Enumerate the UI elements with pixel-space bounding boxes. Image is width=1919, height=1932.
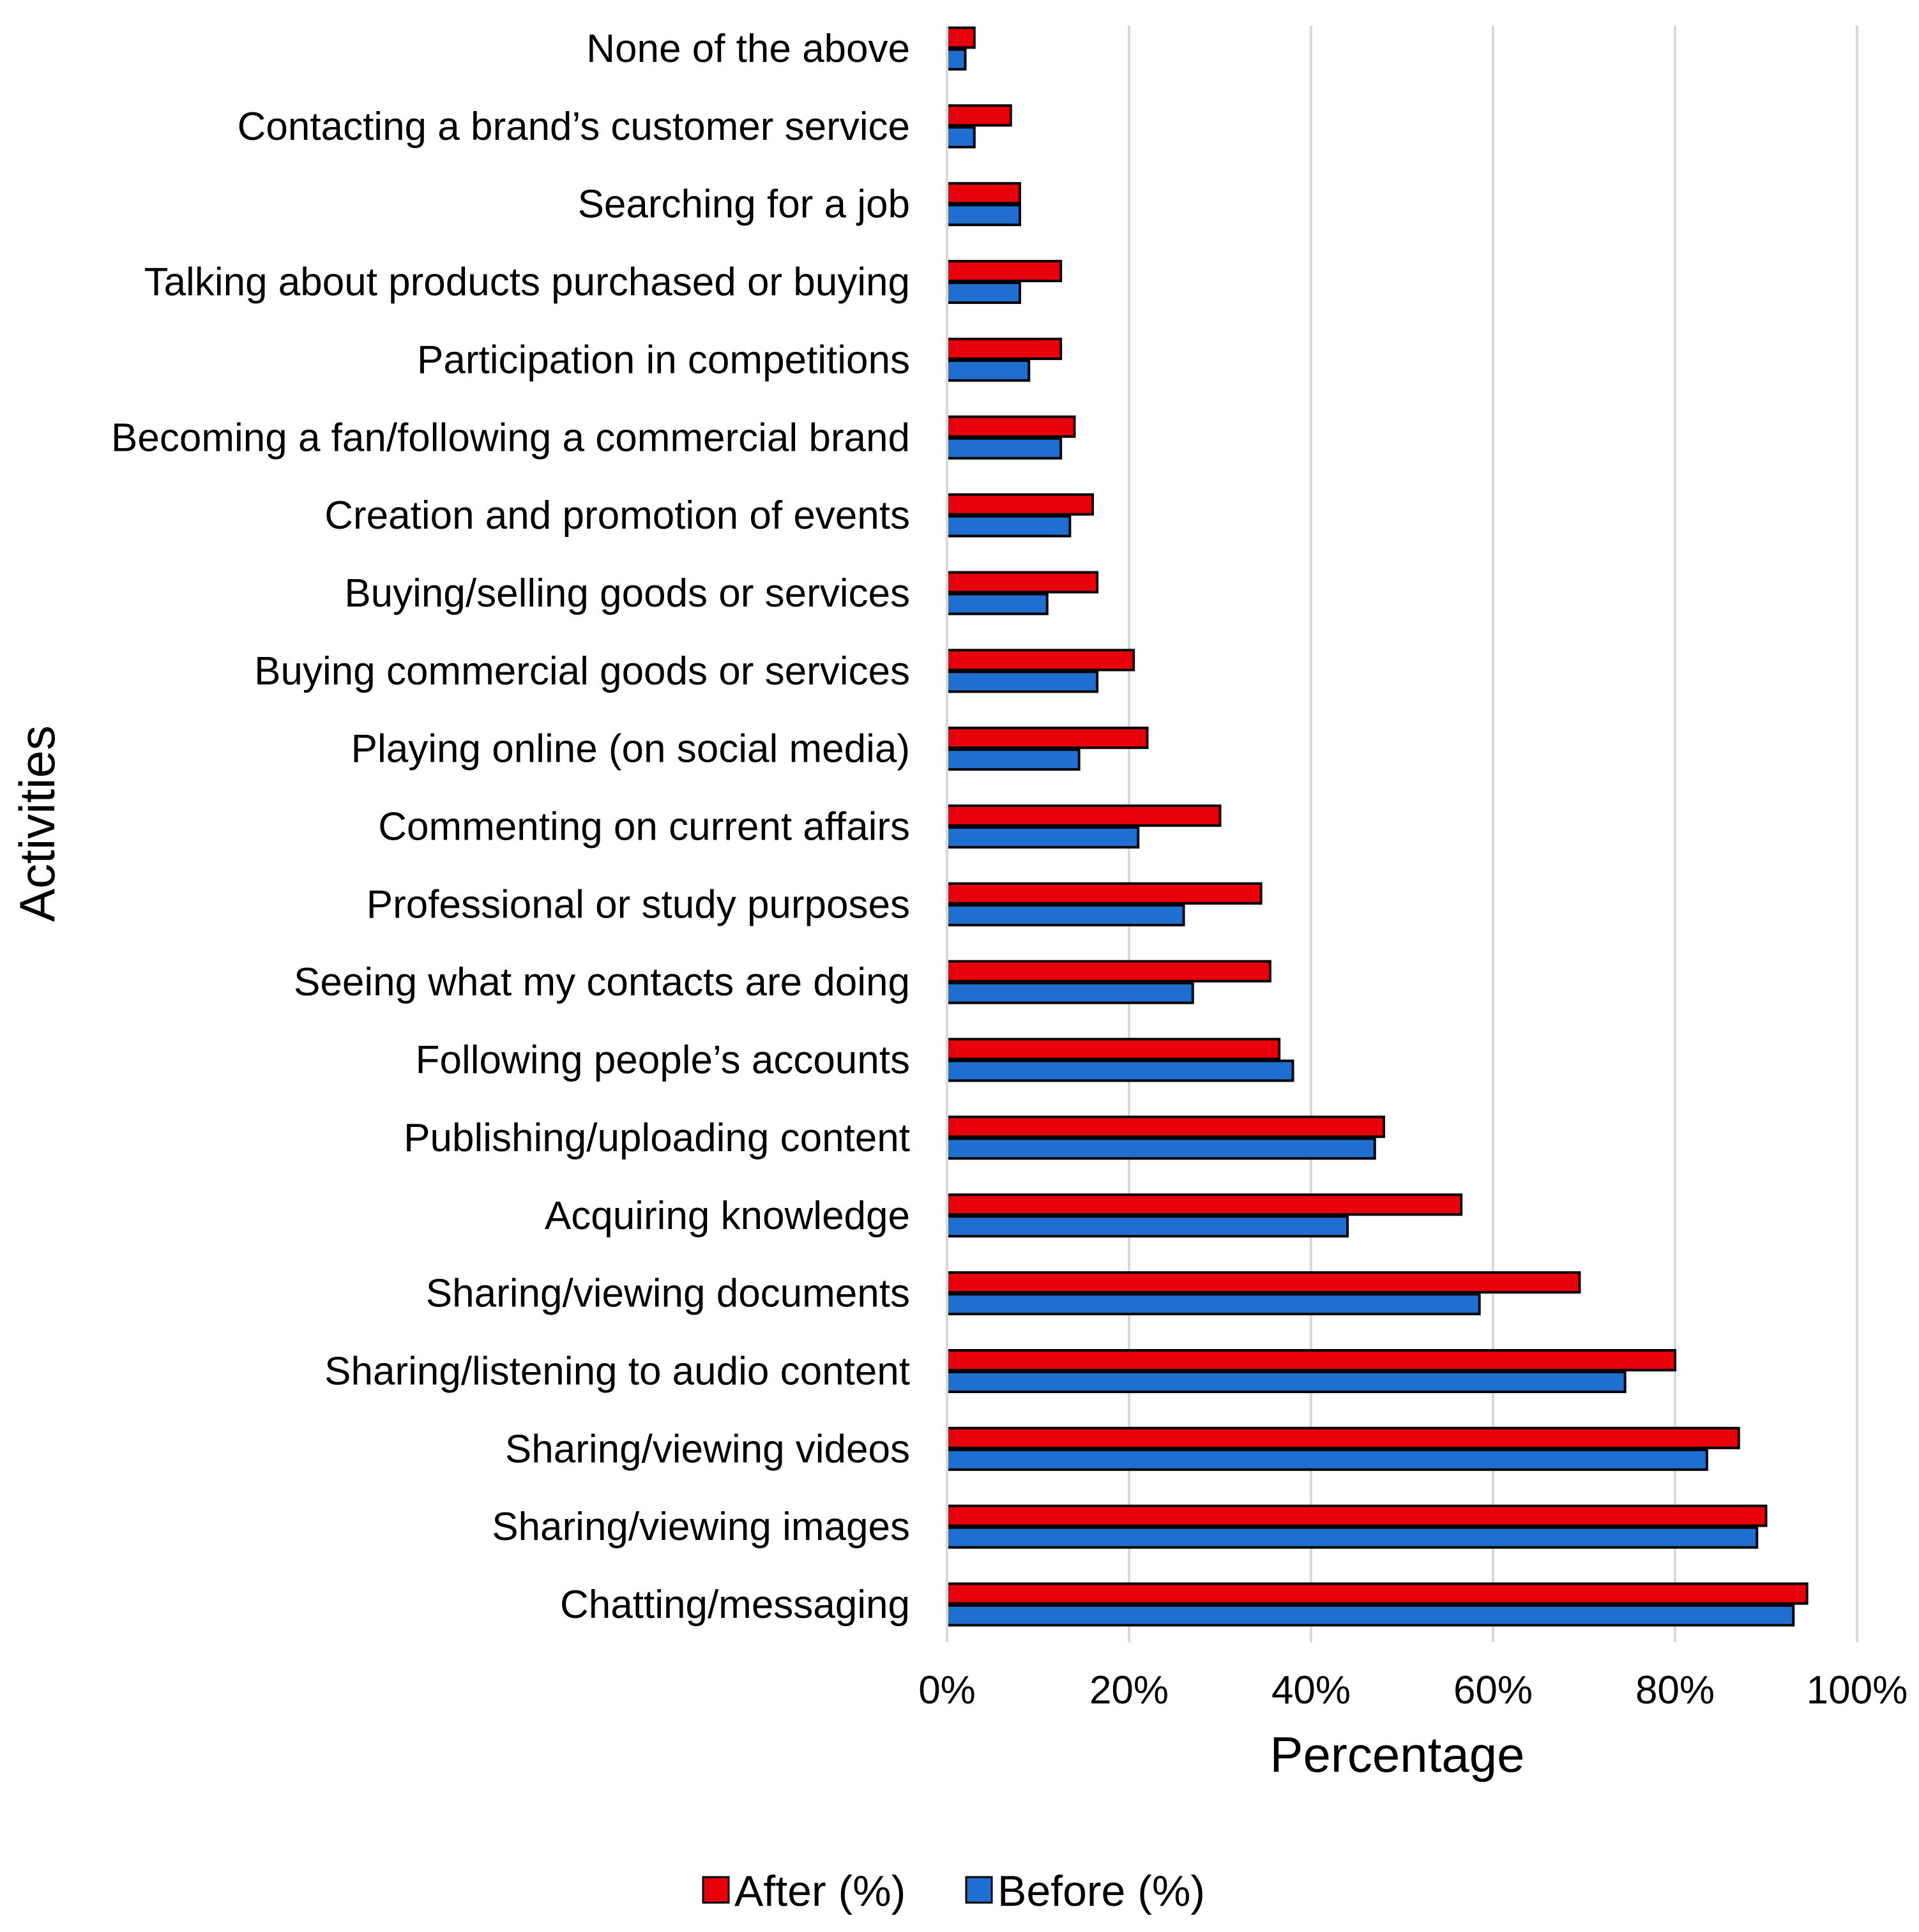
category-label-2: Searching for a job	[578, 183, 910, 227]
bar-after-17	[946, 1348, 1676, 1371]
bar-before-17	[946, 1370, 1627, 1393]
legend-swatch-after	[702, 1876, 730, 1904]
bar-after-7	[946, 571, 1099, 594]
category-label-8: Buying commercial goods or services	[254, 649, 910, 693]
bar-after-1	[946, 104, 1012, 127]
gridlines	[1128, 26, 1858, 1642]
bar-before-14	[946, 1137, 1376, 1160]
bar-before-6	[946, 515, 1072, 538]
bar-after-18	[946, 1426, 1740, 1449]
category-label-18: Sharing/viewing videos	[505, 1427, 910, 1471]
legend-label-after: After (%)	[734, 1867, 906, 1915]
bars	[946, 26, 1809, 1627]
bar-after-19	[946, 1504, 1768, 1527]
legend-label-before: Before (%)	[997, 1867, 1205, 1915]
bar-after-13	[946, 1038, 1281, 1060]
legend-swatch-before	[965, 1876, 993, 1904]
bar-after-5	[946, 415, 1076, 438]
bar-before-9	[946, 748, 1081, 771]
x-axis-title: Percentage	[1270, 1726, 1525, 1783]
bar-before-11	[946, 903, 1185, 926]
bar-before-0	[946, 48, 967, 71]
category-label-9: Playing online (on social media)	[351, 727, 910, 771]
bar-before-15	[946, 1215, 1349, 1238]
category-label-14: Publishing/uploading content	[404, 1116, 910, 1160]
category-label-5: Becoming a fan/following a commercial br…	[111, 416, 910, 460]
category-label-16: Sharing/viewing documents	[426, 1272, 910, 1316]
bar-after-8	[946, 649, 1135, 672]
bar-before-4	[946, 359, 1031, 382]
bar-before-19	[946, 1526, 1759, 1549]
bar-before-2	[946, 204, 1021, 227]
bar-after-11	[946, 882, 1263, 905]
bar-after-20	[946, 1582, 1809, 1605]
bar-after-0	[946, 26, 976, 49]
category-label-0: None of the above	[586, 27, 910, 71]
category-label-15: Acquiring knowledge	[545, 1194, 910, 1238]
category-label-1: Contacting a brand’s customer service	[238, 105, 910, 149]
category-label-7: Buying/selling goods or services	[344, 571, 910, 615]
bar-before-3	[946, 282, 1021, 305]
y-axis-title: Activities	[9, 725, 65, 922]
x-tick-label-80: 80%	[1635, 1668, 1715, 1712]
bar-before-10	[946, 826, 1140, 849]
bar-after-9	[946, 727, 1149, 750]
bar-after-4	[946, 337, 1063, 360]
category-label-12: Seeing what my contacts are doing	[294, 960, 910, 1004]
category-label-20: Chatting/messaging	[560, 1583, 910, 1627]
category-labels: None of the above Contacting a brand’s cu…	[111, 27, 910, 1627]
x-tick-labels: 0% 20% 40% 60% 80% 100%	[918, 1668, 1908, 1712]
bar-after-6	[946, 493, 1094, 516]
x-tick-label-60: 60%	[1453, 1668, 1533, 1712]
bar-after-15	[946, 1193, 1463, 1216]
bar-before-7	[946, 592, 1049, 615]
bar-before-13	[946, 1059, 1294, 1082]
category-label-17: Sharing/listening to audio content	[324, 1349, 910, 1393]
x-tick-label-100: 100%	[1807, 1668, 1908, 1712]
bar-before-16	[946, 1293, 1481, 1316]
x-tick-label-40: 40%	[1271, 1668, 1351, 1712]
bar-before-1	[946, 126, 976, 149]
bar-after-3	[946, 260, 1063, 283]
bar-before-8	[946, 670, 1099, 693]
category-label-10: Commenting on current affairs	[378, 805, 910, 849]
bar-before-20	[946, 1604, 1795, 1627]
x-tick-label-20: 20%	[1089, 1668, 1169, 1712]
category-label-11: Professional or study purposes	[367, 882, 910, 926]
bar-after-14	[946, 1115, 1385, 1138]
bar-before-12	[946, 981, 1194, 1004]
bar-before-18	[946, 1448, 1708, 1471]
bar-before-5	[946, 437, 1063, 460]
category-label-3: Talking about products purchased or buyi…	[144, 260, 910, 305]
bar-after-10	[946, 804, 1222, 827]
bar-after-16	[946, 1271, 1581, 1294]
category-label-6: Creation and promotion of events	[324, 494, 910, 538]
legend: After (%) Before (%)	[702, 1867, 1205, 1915]
category-label-19: Sharing/viewing images	[492, 1505, 910, 1549]
category-label-13: Following people’s accounts	[416, 1038, 910, 1082]
bar-after-2	[946, 182, 1021, 205]
bar-after-12	[946, 960, 1271, 983]
x-tick-label-0: 0%	[918, 1668, 976, 1712]
category-label-4: Participation in competitions	[417, 338, 910, 382]
